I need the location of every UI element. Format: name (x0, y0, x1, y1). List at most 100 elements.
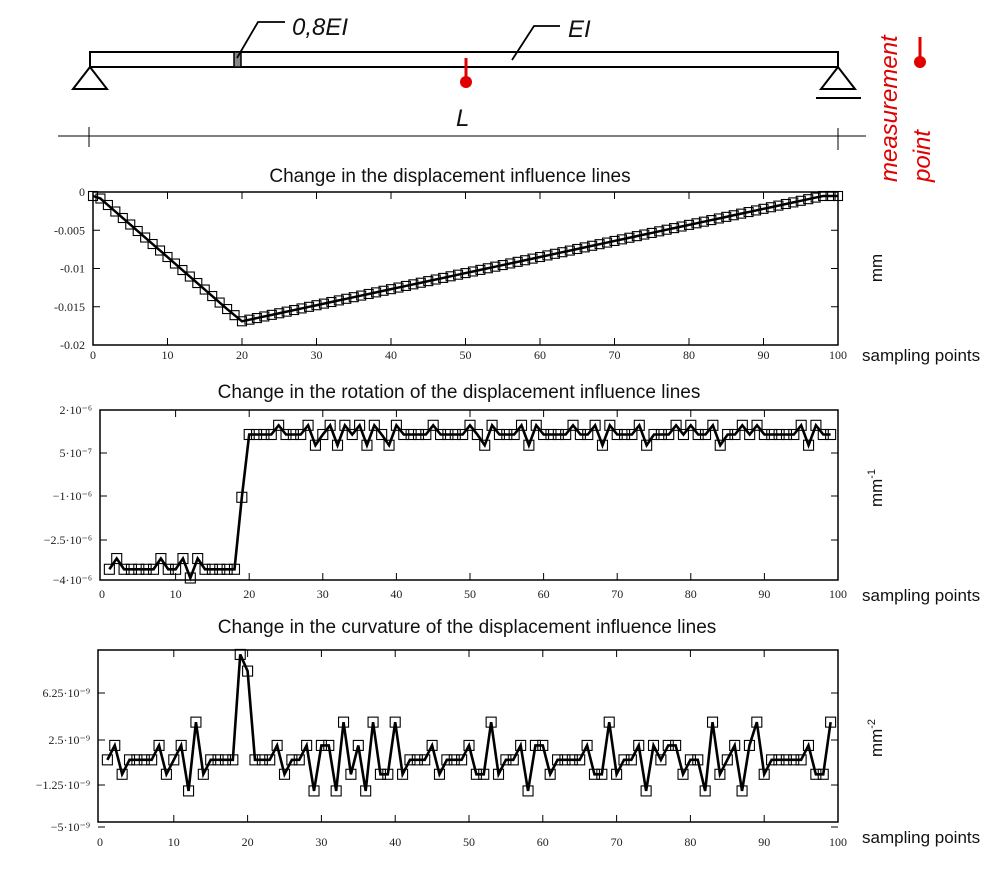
square-marker-icon (111, 553, 123, 565)
square-marker-icon (199, 284, 210, 295)
square-marker-icon (206, 563, 218, 575)
square-marker-icon (266, 309, 277, 320)
square-marker-icon (640, 785, 652, 797)
square-marker-icon (333, 295, 344, 306)
square-marker-icon (581, 739, 593, 751)
x-tick-label: 30 (317, 587, 329, 601)
x-tick-label: 10 (162, 348, 174, 362)
square-marker-icon (464, 419, 476, 431)
rotation-chart-title: Change in the rotation of the displaceme… (218, 382, 701, 403)
square-marker-icon (323, 739, 335, 751)
span-length-label: L (456, 105, 469, 132)
square-marker-icon (780, 198, 791, 210)
square-marker-icon (560, 428, 572, 441)
nominal-stiffness-label: EI (568, 16, 591, 43)
square-marker-icon (390, 419, 402, 431)
displacement-series (87, 190, 844, 327)
square-marker-icon (706, 716, 719, 728)
square-marker-icon (758, 428, 770, 441)
square-marker-icon (663, 428, 675, 441)
square-marker-icon (596, 768, 608, 780)
square-marker-icon (765, 202, 777, 213)
square-marker-icon (534, 251, 546, 263)
square-marker-icon (363, 288, 374, 300)
x-tick-label: 60 (537, 835, 549, 849)
square-marker-icon (169, 258, 180, 269)
square-marker-icon (374, 768, 386, 780)
square-marker-icon (604, 419, 616, 431)
square-marker-icon (419, 754, 431, 766)
square-marker-icon (743, 739, 755, 751)
displacement-chart-title: Change in the displacement influence lin… (269, 166, 630, 187)
square-marker-icon (795, 754, 807, 766)
square-marker-icon (646, 227, 657, 238)
square-marker-icon (337, 716, 350, 728)
x-tick-label: 20 (236, 348, 248, 362)
x-tick-label: 0 (97, 835, 103, 849)
square-marker-icon (557, 247, 568, 258)
square-marker-icon (367, 716, 379, 728)
x-tick-label: 0 (90, 348, 96, 362)
square-marker-icon (661, 224, 672, 235)
square-marker-icon (567, 419, 579, 431)
x-tick-label: 0 (99, 587, 105, 601)
square-marker-icon (341, 293, 352, 304)
x-tick-label: 20 (243, 587, 255, 601)
square-marker-icon (457, 428, 469, 441)
square-marker-icon (670, 739, 682, 751)
square-marker-icon (501, 428, 513, 441)
square-marker-icon (95, 193, 106, 204)
curvature-x-axis: 0 10 20 30 40 50 60 70 80 90 100 (97, 650, 847, 849)
square-marker-icon (412, 428, 425, 441)
square-marker-icon (345, 768, 357, 780)
square-marker-icon (743, 206, 754, 218)
square-marker-icon (438, 272, 449, 283)
x-tick-label: 90 (758, 587, 770, 601)
square-marker-icon (522, 785, 534, 797)
y-tick-label: 2.5·10⁻⁹ (48, 733, 90, 747)
square-marker-icon (736, 208, 747, 219)
square-marker-icon (559, 754, 571, 766)
square-marker-icon (430, 274, 441, 285)
square-marker-icon (147, 563, 160, 575)
square-marker-icon (486, 419, 498, 431)
square-marker-icon (515, 419, 528, 431)
rotation-plot-frame (99, 409, 839, 581)
square-marker-icon (654, 226, 665, 237)
square-marker-icon (125, 219, 136, 230)
square-marker-icon (463, 739, 475, 751)
square-marker-icon (587, 240, 598, 251)
square-marker-icon (582, 428, 594, 441)
x-tick-label: 100 (829, 348, 847, 362)
square-marker-icon (397, 768, 409, 780)
x-tick-label: 70 (609, 348, 621, 362)
square-marker-icon (116, 768, 128, 780)
square-marker-icon (190, 716, 202, 728)
square-marker-icon (378, 285, 389, 296)
square-marker-icon (227, 754, 239, 766)
displacement-unit-label: mm (867, 254, 886, 282)
square-marker-icon (385, 284, 397, 295)
square-marker-icon (624, 232, 635, 243)
square-marker-icon (530, 419, 542, 431)
square-marker-icon (382, 768, 394, 780)
square-marker-icon (552, 428, 564, 441)
square-marker-icon (512, 256, 523, 267)
square-marker-icon (404, 754, 416, 766)
square-marker-icon (549, 248, 560, 259)
square-marker-icon (448, 754, 460, 766)
square-marker-icon (423, 276, 434, 287)
square-marker-icon (177, 553, 189, 565)
square-marker-icon (214, 297, 225, 308)
square-marker-icon (552, 754, 564, 766)
x-tick-label: 50 (464, 587, 476, 601)
square-marker-icon (183, 785, 195, 797)
square-marker-icon (471, 428, 483, 441)
square-marker-icon (639, 229, 650, 240)
square-marker-icon (507, 754, 519, 766)
square-marker-icon (810, 419, 822, 431)
square-marker-icon (289, 304, 300, 316)
square-marker-icon (242, 665, 254, 677)
square-marker-icon (302, 419, 314, 431)
square-marker-icon (611, 768, 623, 780)
